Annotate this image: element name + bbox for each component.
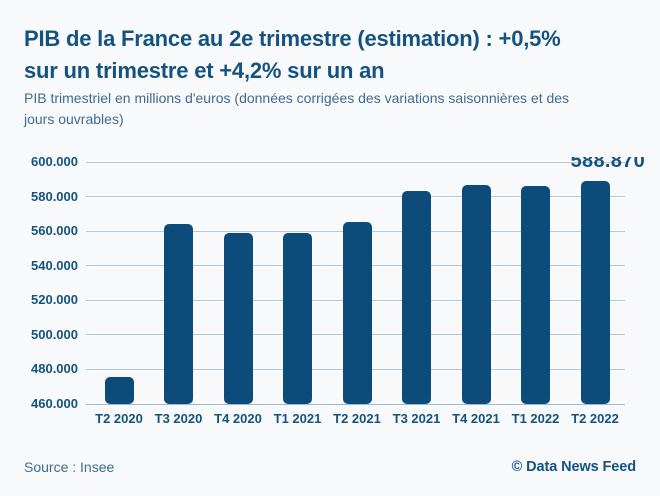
gridline	[86, 196, 625, 198]
bar-t2-2021	[342, 222, 372, 404]
chart-title-line-1: PIB de la France au 2e trimestre (estima…	[24, 26, 561, 51]
chart-subtitle: PIB trimestriel en millions d'euros (don…	[24, 88, 650, 130]
x-axis-tick-label: T2 2020	[95, 411, 143, 426]
bar-t2-2022	[580, 181, 610, 404]
y-axis-tick-label: 480.000	[31, 361, 78, 377]
y-axis-tick-label: 520.000	[31, 292, 78, 308]
y-axis: 600.000 580.000 560.000 540.000 520.000 500.0…	[24, 154, 78, 411]
x-axis-tick-label: T2 2021	[333, 411, 381, 426]
gridline	[86, 403, 625, 405]
y-axis-tick-label: 460.000	[31, 396, 78, 411]
x-axis: T2 2020 T3 2020 T4 2020 T1 2021 T2 2021 T3 20…	[86, 410, 645, 428]
x-axis-tick-label: T2 2022	[571, 411, 619, 426]
bar-t3-2020	[164, 224, 193, 404]
bar-t1-2021	[283, 232, 312, 404]
x-axis-tick-label: T4 2020	[214, 411, 262, 426]
bar-t4-2021	[461, 184, 491, 404]
y-axis-tick-label: 540.000	[31, 257, 78, 273]
copyright-label: © Data News Feed	[511, 459, 636, 475]
y-axis-tick-label: 580.000	[31, 188, 78, 204]
footer: Source : Insee © Data News Feed	[24, 457, 636, 477]
y-axis-tick-label: 500.000	[31, 326, 78, 342]
chart-subtitle-line-2: jours ouvrables)	[24, 111, 124, 127]
chart-title: PIB de la France au 2e trimestre (estima…	[24, 23, 650, 87]
bar-value-label: 588.870	[570, 157, 645, 172]
x-axis-tick-label: T3 2020	[154, 411, 203, 426]
y-axis-tick-label: 560.000	[31, 223, 78, 239]
x-axis-tick-label: T3 2021	[392, 411, 441, 426]
x-axis-tick-label: T1 2021	[273, 411, 322, 426]
chart-subtitle-line-1: PIB trimestriel en millions d'euros (don…	[24, 90, 570, 106]
plot-area: 588.870	[86, 157, 645, 405]
bar-t3-2021	[402, 190, 431, 404]
bar-t2-2020	[104, 376, 134, 404]
gridline	[86, 161, 625, 163]
chart-title-line-2: sur un trimestre et +4,2% sur un an	[24, 58, 385, 83]
source-label: Source : Insee	[24, 459, 115, 475]
bar-t1-2022	[521, 186, 550, 404]
y-axis-tick-label: 600.000	[31, 154, 78, 169]
x-axis-tick-label: T4 2021	[452, 411, 500, 426]
bar-t4-2020	[223, 233, 253, 404]
x-axis-tick-label: T1 2022	[511, 411, 560, 426]
